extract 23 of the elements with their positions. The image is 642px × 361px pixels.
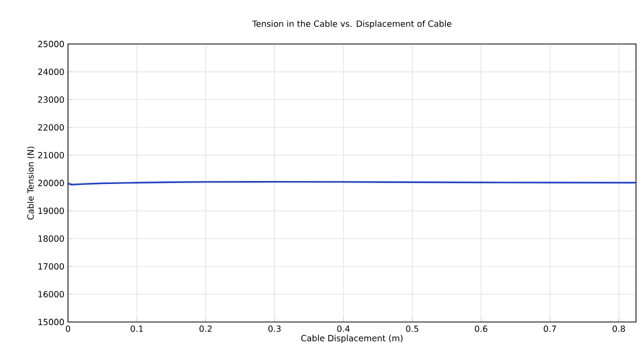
- x-tick-label: 0.5: [406, 326, 418, 332]
- y-tick-label: 22000: [38, 124, 64, 131]
- x-tick-label: 0.7: [544, 326, 556, 332]
- x-tick-label: 0.2: [200, 326, 212, 332]
- y-tick-label: 20000: [38, 180, 64, 186]
- x-tick-label: 0.4: [337, 326, 350, 332]
- y-tick-label: 21000: [38, 152, 64, 158]
- x-tick-label: 0: [66, 326, 70, 332]
- y-tick-label: 23000: [38, 96, 64, 103]
- x-axis-title: Cable Displacement (m): [301, 334, 403, 343]
- y-tick-label: 25000: [38, 40, 64, 48]
- y-axis-title: Cable Tension (N): [27, 146, 35, 220]
- x-tick-label: 0.8: [612, 326, 625, 332]
- x-tick-label: 0.3: [268, 326, 281, 332]
- y-tick-label: 17000: [38, 263, 64, 270]
- chart-title: Tension in the Cable vs. Displacement of Cable: [252, 20, 452, 29]
- y-tick-label: 16000: [38, 291, 64, 298]
- y-tick-label: 15000: [38, 318, 64, 326]
- y-tick-label: 24000: [38, 68, 64, 76]
- x-tick-label: 0.1: [130, 326, 143, 332]
- x-tick-label: 0.6: [474, 326, 488, 332]
- y-tick-label: 19000: [38, 208, 64, 214]
- y-tick-label: 18000: [38, 235, 64, 242]
